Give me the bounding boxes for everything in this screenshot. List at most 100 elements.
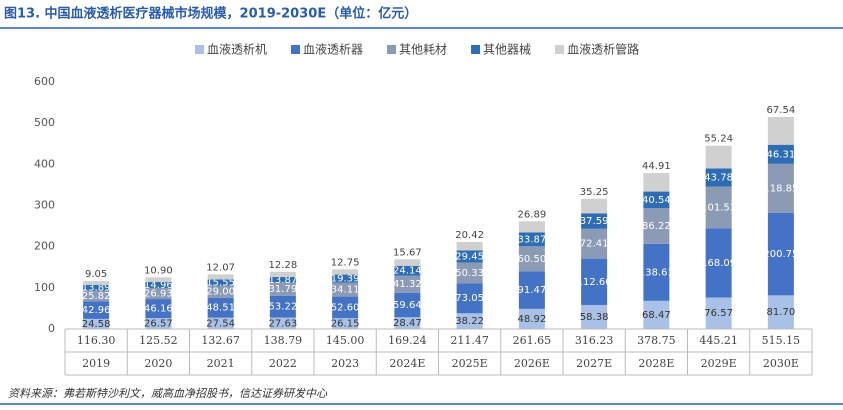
x-tick-label: 2026E — [514, 357, 550, 370]
data-label: 12.28 — [269, 260, 298, 271]
x-tick-label: 2025E — [452, 357, 488, 370]
legend-swatch — [387, 45, 397, 54]
bar-segment — [269, 282, 296, 296]
data-label: 44.91 — [642, 161, 671, 172]
bar-segment — [269, 271, 296, 277]
bar-segment — [767, 212, 794, 296]
bar-segment — [394, 265, 421, 276]
chart-title: 图13. 中国血液透析医疗器械市场规模，2019-2030E（单位：亿元） — [4, 6, 417, 22]
bar-segment — [207, 297, 234, 318]
data-label: 26.57 — [144, 319, 173, 330]
data-label: 15.67 — [393, 247, 422, 258]
bar-segment — [145, 287, 172, 300]
bar-segment — [643, 191, 670, 209]
table-cell: 138.79 — [264, 334, 303, 347]
table-cell: 378.75 — [637, 334, 676, 347]
data-label: 25.82 — [82, 291, 111, 302]
data-label: 41.32 — [393, 279, 422, 290]
data-label: 14.96 — [144, 280, 173, 291]
bar-segment — [269, 317, 296, 329]
table-cell: 145.00 — [326, 334, 365, 347]
legend-label: 血液透析器 — [303, 42, 363, 57]
x-tick-label: 2021 — [207, 357, 235, 370]
data-label: 27.54 — [206, 318, 235, 329]
bar-segment — [518, 308, 545, 329]
data-label: 46.31 — [767, 149, 796, 160]
data-label: 29.00 — [206, 287, 235, 298]
bar-segment — [145, 281, 172, 288]
data-label: 15.55 — [206, 278, 235, 289]
data-label: 33.87 — [518, 234, 547, 245]
data-label: 12.75 — [331, 257, 360, 268]
table-cell: 261.65 — [513, 334, 552, 347]
x-tick-label: 2019 — [82, 357, 110, 370]
data-label: 138.61 — [639, 267, 674, 278]
data-label: 76.57 — [704, 308, 733, 319]
data-label: 73.05 — [455, 293, 484, 304]
bar-segment — [145, 299, 172, 319]
legend-label: 血液透析机 — [207, 42, 267, 57]
y-tick-label: 500 — [34, 116, 55, 129]
data-label: 46.16 — [144, 304, 173, 315]
bar-segment — [269, 295, 296, 318]
y-tick-label: 0 — [48, 322, 55, 335]
data-label: 26.15 — [331, 319, 360, 330]
data-label: 34.11 — [331, 285, 360, 296]
bar-segment — [394, 292, 421, 318]
table-cell: 211.47 — [450, 334, 489, 347]
bar-segment — [332, 274, 359, 283]
data-label: 53.22 — [269, 302, 298, 313]
data-label: 20.42 — [455, 230, 484, 241]
data-label: 27.63 — [269, 318, 298, 329]
bar-segment — [207, 285, 234, 298]
table-cell: 125.52 — [139, 334, 178, 347]
data-label: 68.47 — [642, 310, 671, 321]
data-label: 13.87 — [269, 275, 298, 286]
bar-segment — [145, 277, 172, 282]
bar-segment — [705, 168, 732, 187]
table-cell: 445.21 — [699, 334, 738, 347]
data-label: 28.47 — [393, 318, 422, 329]
data-label: 10.90 — [144, 265, 173, 276]
y-tick-label: 400 — [34, 157, 55, 170]
data-label: 101.53 — [701, 202, 736, 213]
bar-segment — [643, 208, 670, 244]
data-label: 31.79 — [269, 284, 298, 295]
x-tick-label: 2024E — [389, 357, 425, 370]
table-cell: 316.23 — [575, 334, 614, 347]
bar-segment — [767, 163, 794, 213]
data-label: 81.70 — [767, 307, 796, 318]
bar-segment — [207, 279, 234, 286]
bar-segment — [767, 116, 794, 145]
bar-segment — [394, 275, 421, 293]
bar-segment — [581, 304, 608, 329]
bar-segment — [83, 318, 110, 329]
bar-segment — [456, 250, 483, 263]
y-tick-label: 600 — [34, 75, 55, 88]
legend-label: 其他耗材 — [399, 43, 447, 57]
bar-segment — [394, 259, 421, 266]
bar-segment — [83, 290, 110, 302]
data-label: 52.60 — [331, 302, 360, 313]
x-tick-label: 2027E — [576, 357, 612, 370]
bar-segment — [456, 241, 483, 251]
data-label: 38.22 — [455, 316, 484, 327]
legend-swatch — [471, 45, 481, 54]
data-label: 60.50 — [518, 254, 547, 265]
data-label: 13.89 — [82, 283, 111, 294]
data-label: 48.92 — [518, 314, 547, 325]
bar-segment — [518, 271, 545, 309]
data-label: 55.24 — [704, 134, 733, 145]
table-cell: 116.30 — [77, 334, 116, 347]
bar-segment — [705, 186, 732, 229]
y-tick-label: 100 — [34, 281, 55, 294]
bar-segment — [581, 228, 608, 259]
bar-segment — [705, 145, 732, 169]
bar-segment — [643, 243, 670, 301]
data-label: 43.78 — [704, 172, 733, 183]
table-cell: 169.24 — [388, 334, 427, 347]
source: 资料来源：弗若斯特沙利文，威高血净招股书，信达证券研发中心 — [8, 387, 328, 400]
bar-segment — [83, 281, 110, 285]
x-tick-label: 2028E — [638, 357, 674, 370]
